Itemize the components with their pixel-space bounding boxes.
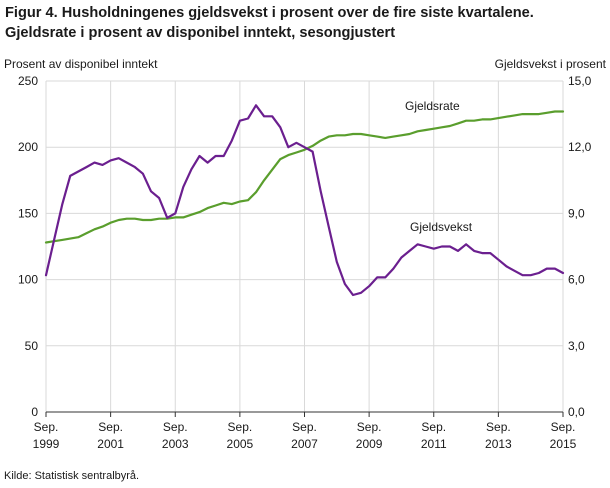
left-tick-label: 200: [18, 140, 38, 154]
x-tick-label-month: Sep.: [98, 420, 123, 434]
left-tick-label: 250: [18, 74, 38, 88]
labels: 0 0,0 50 3,0 100 6,0 150 9,0 200 12,0 250 15,0 Sep. 1…: [4, 57, 607, 451]
chart-title-line-1: Figur 4. Husholdningenes gjeldsvekst i p…: [5, 5, 534, 21]
right-tick-label: 6,0: [568, 273, 585, 287]
x-tick-label-month: Sep.: [292, 420, 317, 434]
chart-title-line-2: Gjeldsrate i prosent av disponibel innte…: [5, 25, 396, 41]
chart-title: Figur 4. Husholdningenes gjeldsvekst i p…: [5, 3, 605, 43]
x-tick-label-month: Sep.: [486, 420, 511, 434]
x-tick-label-year: 2005: [227, 437, 254, 451]
left-tick-label: 50: [25, 339, 39, 353]
x-tick-label-year: 2001: [97, 437, 124, 451]
x-tick-label-month: Sep.: [551, 420, 576, 434]
annotation-gjeldsvekst: Gjeldsvekst: [410, 220, 473, 234]
x-tick-label-year: 1999: [33, 437, 60, 451]
x-tick-label-year: 2013: [485, 437, 512, 451]
x-tick-label-month: Sep.: [34, 420, 59, 434]
x-tick-label-year: 2007: [291, 437, 318, 451]
x-tick-label-year: 2011: [421, 437, 447, 451]
right-tick-label: 9,0: [568, 206, 585, 220]
left-tick-label: 0: [31, 405, 38, 419]
x-tick-label-year: 2003: [162, 437, 189, 451]
x-tick-label-year: 2009: [356, 437, 383, 451]
x-tick-label-year: 2015: [550, 437, 577, 451]
x-tick-label-month: Sep.: [163, 420, 188, 434]
x-tick-label-month: Sep.: [228, 420, 253, 434]
x-tick-label-month: Sep.: [421, 420, 446, 434]
left-tick-label: 100: [18, 273, 38, 287]
series-lines: [44, 104, 565, 297]
series-line-gjeldsrate: [44, 110, 565, 244]
right-tick-label: 0,0: [568, 405, 585, 419]
gridlines: [46, 80, 563, 412]
right-tick-label: 12,0: [568, 140, 592, 154]
x-tick-label-month: Sep.: [357, 420, 382, 434]
right-axis-title: Gjeldsvekst i prosent: [495, 57, 607, 71]
left-tick-label: 150: [18, 206, 38, 220]
right-tick-label: 3,0: [568, 339, 585, 353]
axes: [45, 80, 564, 417]
left-axis-title: Prosent av disponibel inntekt: [4, 57, 158, 71]
source-note: Kilde: Statistisk sentralbyrå.: [4, 470, 140, 482]
annotation-gjeldsrate: Gjeldsrate: [405, 99, 460, 113]
series-line-gjeldsvekst: [44, 104, 565, 297]
right-tick-label: 15,0: [568, 74, 592, 88]
